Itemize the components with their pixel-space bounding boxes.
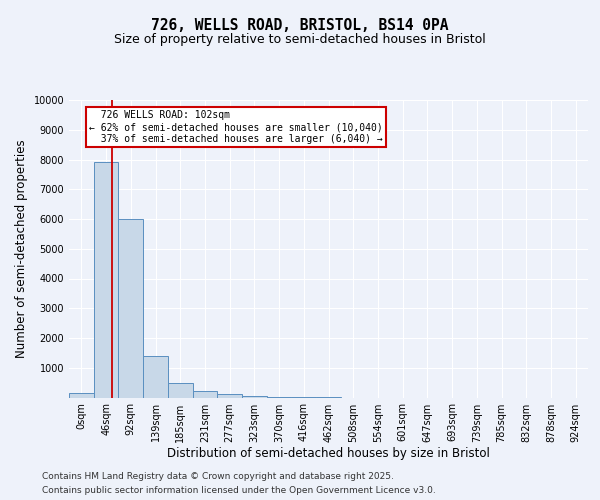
Text: 726 WELLS ROAD: 102sqm
← 62% of semi-detached houses are smaller (10,040)
  37% : 726 WELLS ROAD: 102sqm ← 62% of semi-det… [89,110,383,144]
Bar [168,382,193,398]
Bar [143,356,168,398]
Bar [193,390,217,398]
X-axis label: Distribution of semi-detached houses by size in Bristol: Distribution of semi-detached houses by … [167,448,490,460]
Y-axis label: Number of semi-detached properties: Number of semi-detached properties [15,140,28,358]
Text: Contains HM Land Registry data © Crown copyright and database right 2025.: Contains HM Land Registry data © Crown c… [42,472,394,481]
Bar [69,393,94,398]
Text: Contains public sector information licensed under the Open Government Licence v3: Contains public sector information licen… [42,486,436,495]
Bar [242,396,267,398]
Text: Size of property relative to semi-detached houses in Bristol: Size of property relative to semi-detach… [114,32,486,46]
Bar [217,394,242,398]
Bar [94,162,118,398]
Bar [118,219,143,398]
Text: 726, WELLS ROAD, BRISTOL, BS14 0PA: 726, WELLS ROAD, BRISTOL, BS14 0PA [151,18,449,32]
